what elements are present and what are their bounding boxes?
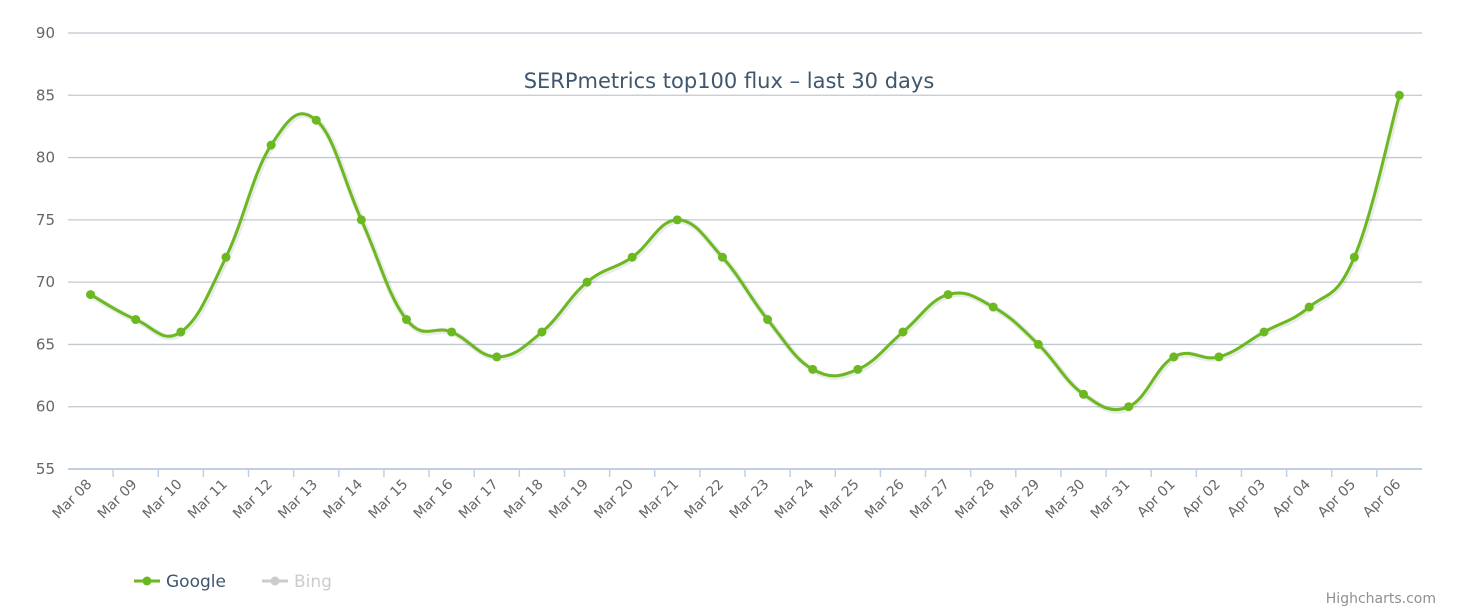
x-tick-label: Mar 13 bbox=[275, 477, 321, 523]
google-point-apr-06[interactable] bbox=[1394, 90, 1404, 100]
google-line-shadow bbox=[90, 95, 1404, 414]
google-point-mar-13[interactable] bbox=[311, 115, 321, 125]
google-point-mar-17[interactable] bbox=[492, 352, 502, 362]
google-point-apr-01[interactable] bbox=[1169, 352, 1179, 362]
x-tick-label: Mar 31 bbox=[1088, 477, 1134, 523]
google-point-mar-11[interactable] bbox=[221, 252, 231, 262]
google-point-mar-26[interactable] bbox=[898, 327, 908, 337]
x-tick-label: Mar 15 bbox=[366, 477, 412, 523]
y-axis: 55 60 65 70 75 80 85 90 bbox=[36, 24, 55, 478]
google-point-mar-20[interactable] bbox=[627, 252, 637, 262]
x-tick-label: Apr 01 bbox=[1134, 477, 1178, 521]
x-tick-label: Mar 21 bbox=[636, 477, 682, 523]
google-point-mar-25[interactable] bbox=[853, 364, 863, 374]
google-point-mar-27[interactable] bbox=[943, 290, 953, 300]
x-tick-label: Mar 30 bbox=[1043, 477, 1089, 523]
google-point-mar-28[interactable] bbox=[988, 302, 998, 312]
google-point-mar-18[interactable] bbox=[537, 327, 547, 337]
legend-google-marker bbox=[142, 576, 152, 586]
x-tick-label: Mar 26 bbox=[862, 476, 908, 522]
legend: Google Bing bbox=[134, 572, 332, 592]
x-tick-label: Mar 16 bbox=[411, 476, 457, 522]
google-point-mar-12[interactable] bbox=[266, 140, 276, 150]
google-point-mar-23[interactable] bbox=[763, 315, 773, 325]
x-tick-label: Mar 25 bbox=[817, 477, 863, 523]
grid-lines bbox=[68, 32, 1422, 408]
x-tick-label: Mar 20 bbox=[591, 477, 637, 523]
google-point-mar-15[interactable] bbox=[402, 315, 411, 325]
chart-title: SERPmetrics top100 flux – last 30 days bbox=[524, 69, 935, 93]
legend-bing-label: Bing bbox=[294, 572, 332, 592]
x-tick-label: Mar 28 bbox=[952, 477, 998, 523]
legend-google-label: Google bbox=[166, 572, 226, 592]
google-point-mar-09[interactable] bbox=[131, 315, 141, 325]
google-point-mar-31[interactable] bbox=[1124, 402, 1134, 412]
x-tick-label: Mar 12 bbox=[230, 477, 276, 523]
x-tick-label: Mar 24 bbox=[772, 476, 818, 522]
google-point-apr-03[interactable] bbox=[1259, 327, 1269, 337]
legend-bing-marker bbox=[270, 576, 280, 586]
legend-item-bing[interactable]: Bing bbox=[262, 572, 332, 592]
google-point-mar-22[interactable] bbox=[717, 252, 727, 262]
y-tick-label: 85 bbox=[36, 86, 55, 104]
credits-link[interactable]: Highcharts.com bbox=[1326, 591, 1436, 607]
google-point-mar-10[interactable] bbox=[176, 327, 186, 337]
x-tick-label: Mar 09 bbox=[95, 477, 141, 523]
x-tick-label: Apr 02 bbox=[1180, 477, 1224, 521]
x-tick-label: Mar 18 bbox=[501, 477, 547, 523]
x-tick-label: Mar 27 bbox=[907, 477, 953, 523]
y-tick-label: 60 bbox=[36, 398, 55, 416]
x-tick-label: Apr 04 bbox=[1270, 476, 1314, 520]
google-point-mar-14[interactable] bbox=[356, 215, 366, 225]
x-tick-label: Mar 23 bbox=[727, 477, 773, 523]
google-point-mar-29[interactable] bbox=[1033, 339, 1043, 349]
y-tick-label: 75 bbox=[36, 211, 55, 229]
y-tick-label: 55 bbox=[36, 460, 55, 478]
x-axis: Mar 08 Mar 09 Mar 10 Mar 11 Mar 12 Mar 13 Mar … bbox=[50, 468, 1422, 523]
legend-item-google[interactable]: Google bbox=[134, 572, 226, 592]
google-point-mar-21[interactable] bbox=[672, 215, 682, 225]
x-tick-label: Apr 05 bbox=[1315, 477, 1359, 521]
google-series[interactable] bbox=[86, 90, 1404, 414]
x-tick-label: Mar 08 bbox=[50, 477, 96, 523]
x-tick-label: Mar 17 bbox=[456, 477, 502, 523]
x-tick-label: Mar 22 bbox=[682, 477, 728, 523]
google-point-apr-02[interactable] bbox=[1214, 352, 1224, 362]
google-point-apr-04[interactable] bbox=[1304, 302, 1314, 312]
x-tick-label: Apr 06 bbox=[1360, 476, 1404, 520]
y-tick-label: 70 bbox=[36, 273, 55, 291]
y-tick-label: 80 bbox=[36, 149, 55, 167]
google-point-mar-19[interactable] bbox=[582, 277, 592, 287]
google-line[interactable] bbox=[89, 94, 1401, 412]
x-tick-label: Apr 03 bbox=[1225, 477, 1269, 521]
x-tick-label: Mar 14 bbox=[320, 476, 366, 522]
x-tick-label: Mar 10 bbox=[140, 477, 186, 523]
x-tick-label: Mar 11 bbox=[185, 477, 231, 523]
y-tick-label: 65 bbox=[36, 335, 55, 353]
google-point-mar-08[interactable] bbox=[86, 290, 96, 300]
google-point-mar-16[interactable] bbox=[447, 327, 457, 337]
google-point-mar-30[interactable] bbox=[1079, 389, 1088, 399]
google-point-mar-24[interactable] bbox=[808, 364, 818, 374]
google-point-apr-05[interactable] bbox=[1349, 252, 1359, 262]
x-tick-label: Mar 19 bbox=[546, 477, 592, 523]
x-tick-label: Mar 29 bbox=[997, 477, 1043, 523]
y-tick-label: 90 bbox=[36, 24, 55, 42]
